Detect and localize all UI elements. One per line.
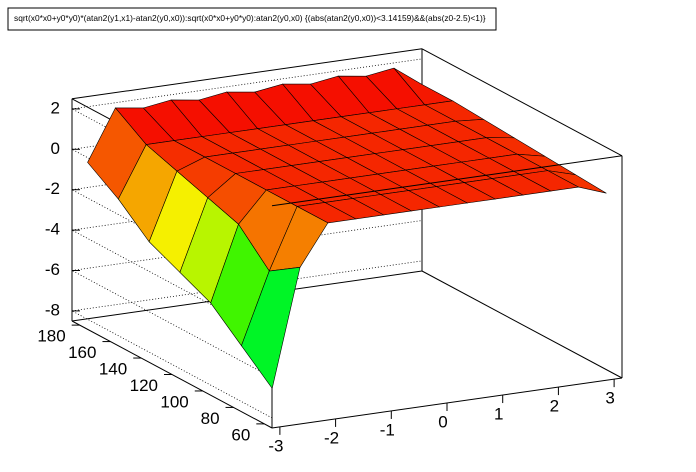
y-tick-label: 100	[160, 392, 188, 411]
x-tick-label: 0	[438, 412, 447, 431]
grid-line	[71, 189, 273, 298]
y-tick-label: 160	[68, 343, 96, 362]
y-tick-label: 60	[231, 425, 250, 444]
z-tick-label: 2	[51, 98, 60, 117]
grid-line	[71, 260, 423, 312]
grid-line	[71, 270, 273, 378]
x-tick-label: 1	[494, 405, 503, 424]
grid-line	[71, 108, 273, 217]
y-tick-label: 140	[99, 360, 127, 379]
x-tick-label: 2	[550, 397, 559, 416]
y-tick-label: 120	[130, 376, 158, 395]
box-edge	[421, 48, 623, 157]
z-tick-label: 0	[51, 139, 60, 158]
z-tick-label: -2	[45, 179, 60, 198]
title-box	[7, 7, 497, 31]
z-tick-label: -4	[45, 220, 60, 239]
chart-title: sqrt(x0*x0+y0*y0)*(atan2(y1,x1)-atan2(y0…	[14, 13, 486, 23]
surface-cell	[241, 266, 301, 390]
y-tick-label: 80	[201, 409, 220, 428]
grid-line	[71, 58, 423, 110]
x-tick-label: -3	[268, 436, 283, 455]
grid-line	[71, 220, 423, 271]
x-tick-label: -1	[380, 420, 395, 439]
box-edge	[71, 48, 423, 100]
box-edge	[421, 270, 623, 379]
grid-line	[71, 310, 273, 419]
grid-line	[71, 229, 273, 338]
box-edge	[271, 155, 623, 207]
x-tick-label: -2	[324, 428, 339, 447]
y-tick-label: 180	[37, 327, 65, 346]
z-tick-label: -6	[45, 260, 60, 279]
z-tick-label: -8	[45, 300, 60, 319]
x-tick-label: 3	[605, 389, 614, 408]
